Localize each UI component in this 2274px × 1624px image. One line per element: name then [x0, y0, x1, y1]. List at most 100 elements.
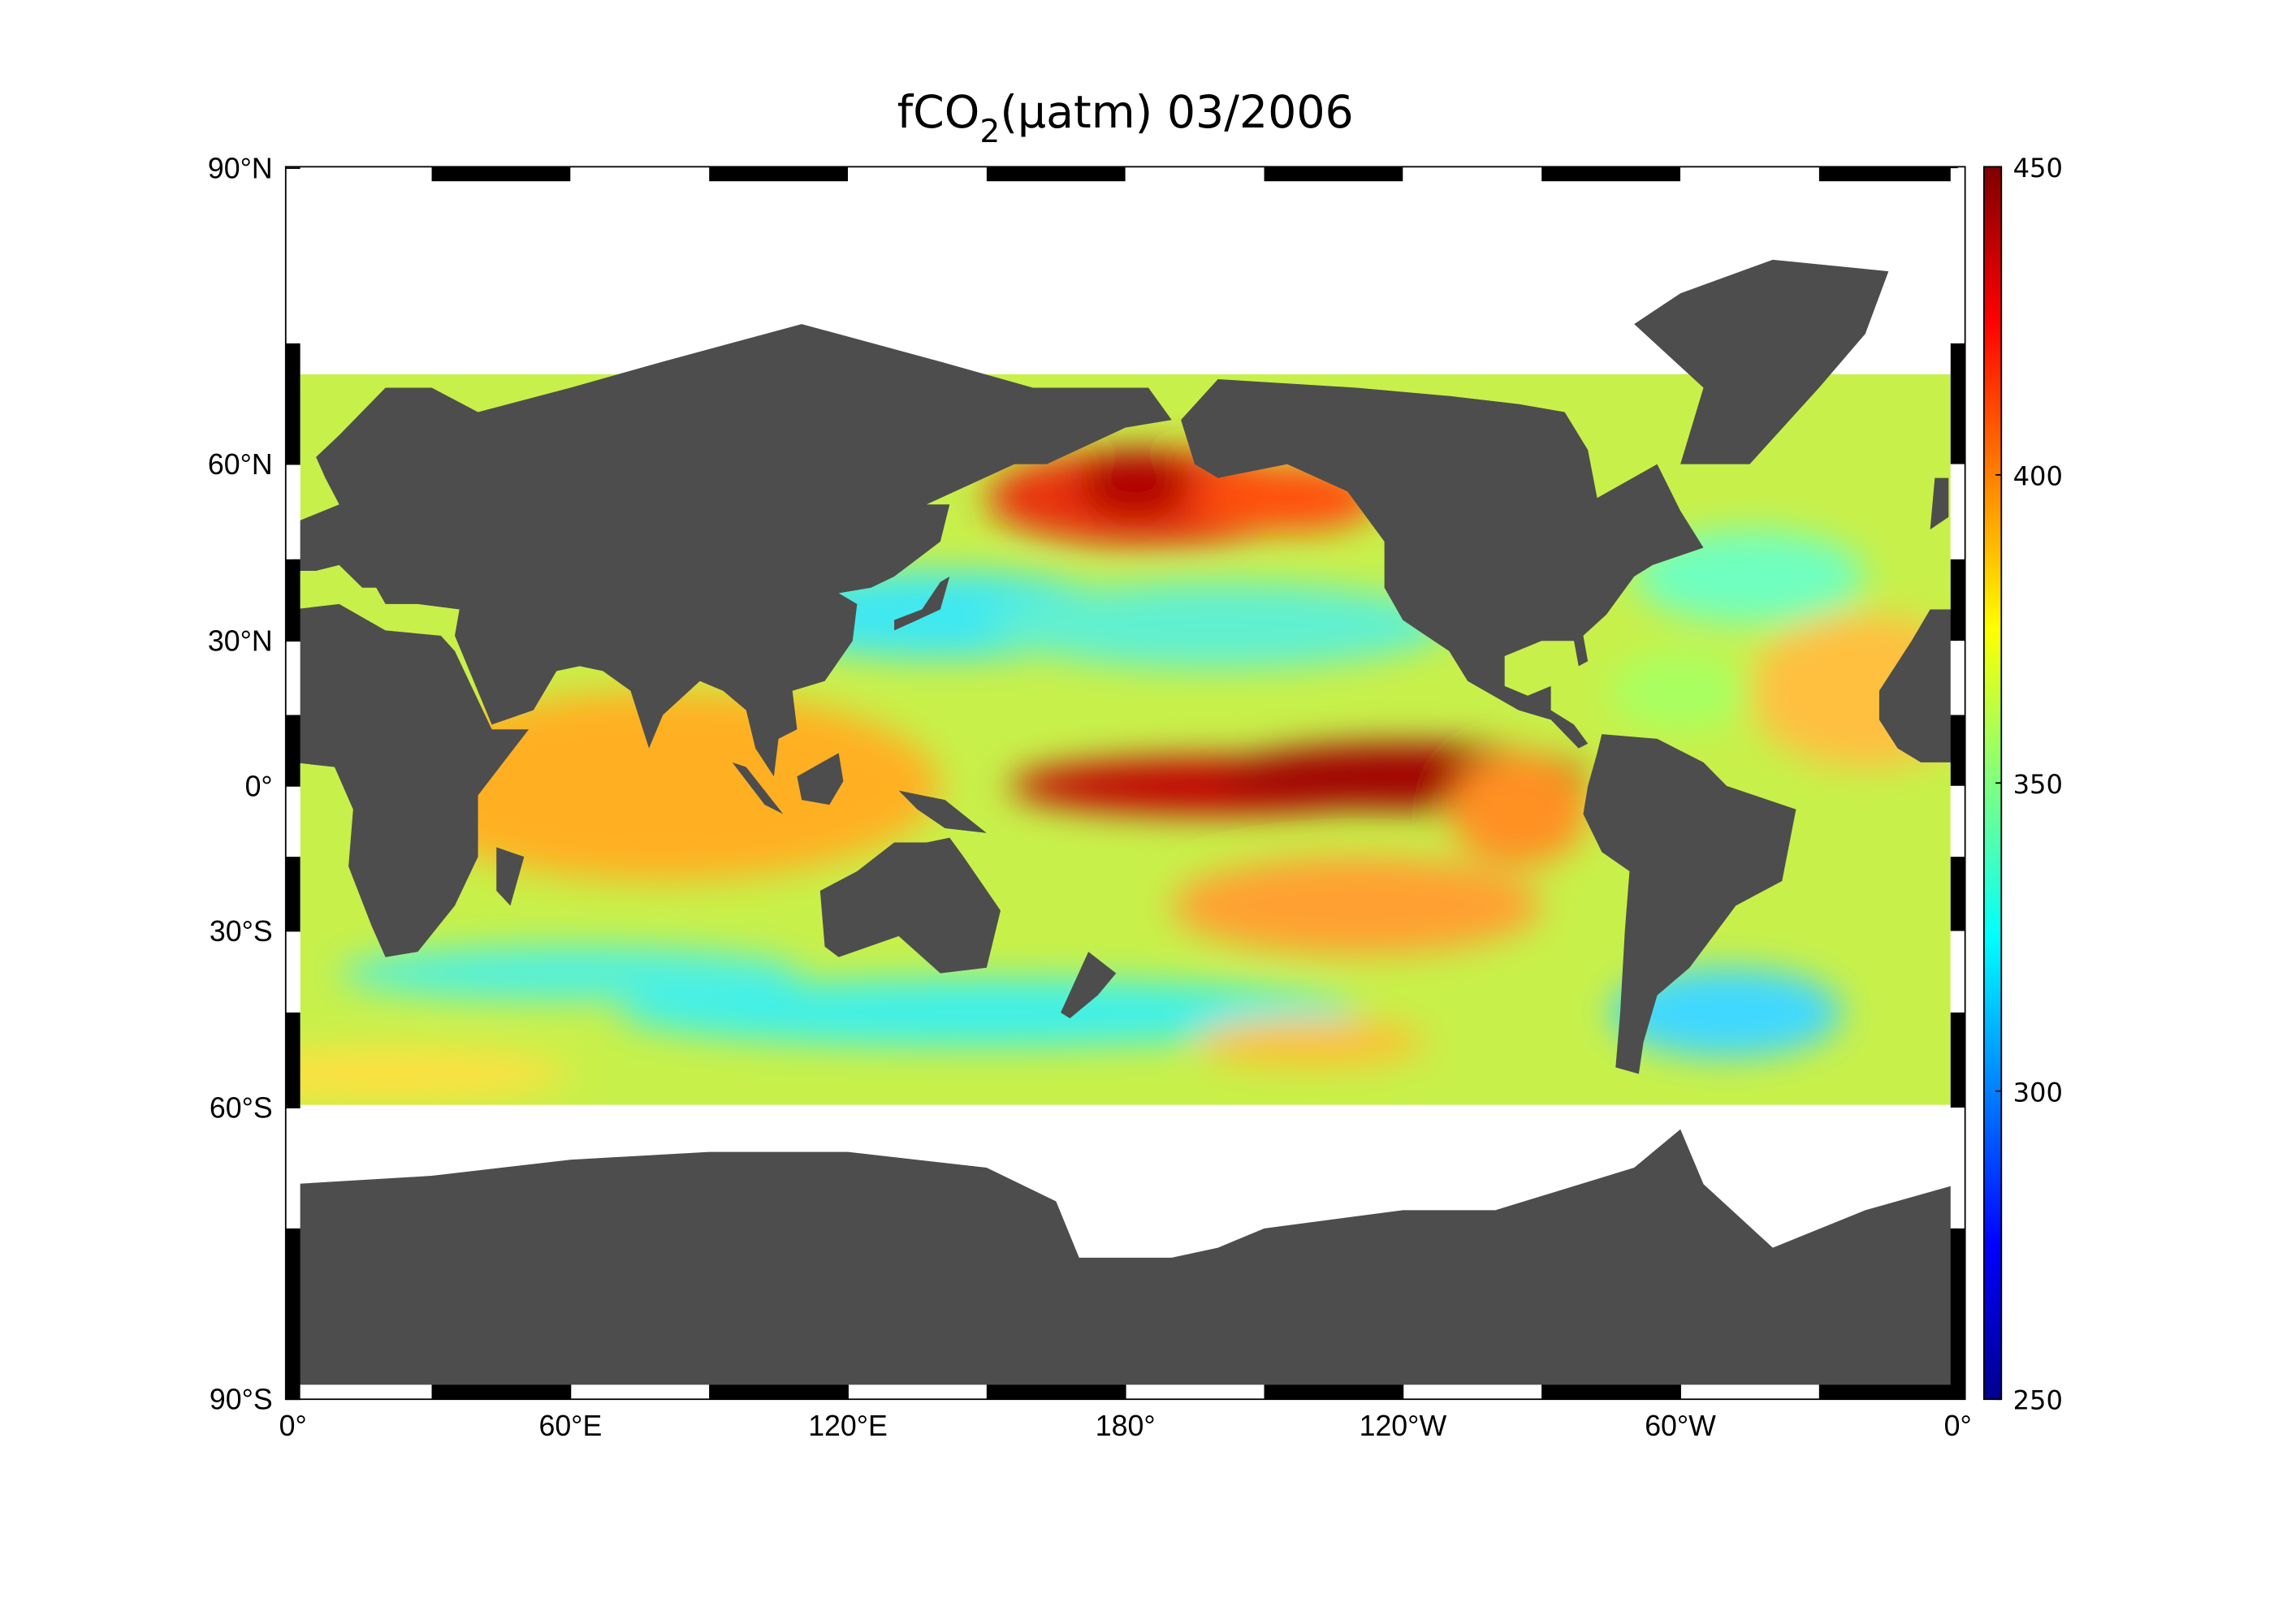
- frame-segment: [1950, 641, 1965, 715]
- frame-segment: [1950, 857, 1965, 931]
- frame-segment: [570, 166, 710, 182]
- field-blobs: [300, 450, 1951, 1099]
- frame-segment: [1403, 166, 1542, 182]
- frame-segment: [1680, 1384, 1819, 1400]
- lon-label: 120°W: [1360, 1410, 1447, 1442]
- frame-segment: [848, 166, 987, 182]
- frame-segment: [285, 1108, 300, 1229]
- land: [292, 259, 1958, 1400]
- frame-segment: [570, 1384, 710, 1400]
- frame-segment: [1950, 168, 1965, 343]
- frame-segment: [285, 641, 300, 715]
- landmass: [292, 603, 530, 957]
- frame-segment: [986, 1384, 1126, 1400]
- frame-segment: [285, 168, 300, 343]
- lat-label: 60°N: [208, 448, 273, 481]
- frame-segment: [285, 785, 300, 857]
- frame-segment: [1950, 343, 1965, 464]
- field-blob: [1449, 753, 1589, 866]
- title-rest: (µatm) 03/2006: [1000, 87, 1353, 139]
- frame-segment: [285, 559, 300, 641]
- field-blob: [385, 690, 940, 881]
- frame-segment: [431, 166, 571, 182]
- frame-segment: [1541, 1384, 1681, 1400]
- frame-segment: [1950, 464, 1965, 559]
- field-blob: [1171, 857, 1542, 955]
- landmass: [898, 790, 987, 833]
- frame-segment: [1950, 559, 1965, 641]
- frame-segment: [1818, 1384, 1958, 1400]
- frame-segment: [431, 1384, 571, 1400]
- fco2-field: [300, 374, 1951, 1105]
- lon-label: 120°E: [808, 1410, 888, 1442]
- landmass: [797, 753, 844, 806]
- frame-segment: [285, 931, 300, 1013]
- frame-segment: [1264, 166, 1403, 182]
- landmass: [894, 577, 950, 631]
- field-blob: [986, 581, 1450, 669]
- frame-segment: [1950, 1228, 1965, 1400]
- landmass: [819, 837, 1001, 974]
- frame-segment: [285, 715, 300, 786]
- frame-segment: [1950, 1012, 1965, 1108]
- frame-segment: [1125, 1384, 1265, 1400]
- frame-segment: [986, 166, 1126, 182]
- field-blob: [1634, 529, 1865, 624]
- frame-segment: [285, 343, 300, 464]
- landmass: [496, 847, 525, 906]
- frame-segment: [285, 464, 300, 559]
- landmass: [1634, 259, 1889, 464]
- field-blob: [1610, 967, 1843, 1057]
- lat-label: 30°S: [210, 915, 273, 948]
- field-blob: [616, 978, 1357, 1047]
- landmass: [732, 762, 784, 814]
- frame-segment: [1950, 931, 1965, 1013]
- frame-segment: [1680, 166, 1819, 182]
- colorbar-label: 250: [2013, 1385, 2063, 1416]
- frame-segment: [1818, 166, 1958, 182]
- title-main: fCO: [897, 87, 980, 139]
- frame-segment: [709, 166, 849, 182]
- landmass: [1930, 477, 1949, 530]
- frame-segment: [292, 1384, 432, 1400]
- frame-segment: [848, 1384, 987, 1400]
- landmass: [292, 324, 1172, 777]
- lon-label: 0°: [1944, 1410, 1972, 1442]
- frame-segment: [1950, 715, 1965, 786]
- field-blob: [339, 946, 802, 1000]
- frame-segment: [1125, 166, 1265, 182]
- lon-label: 60°E: [538, 1410, 602, 1442]
- colorbar-label: 450: [2013, 153, 2063, 184]
- frame-segment: [285, 1228, 300, 1400]
- field-blob: [1195, 1018, 1426, 1067]
- frame-segment: [1541, 166, 1681, 182]
- landmass: [1061, 952, 1117, 1019]
- lat-label: 30°N: [208, 625, 273, 658]
- landmass: [292, 1129, 1958, 1400]
- field-blob: [300, 1048, 571, 1099]
- frame-segment: [292, 166, 432, 182]
- frame-segment: [285, 857, 300, 931]
- title-subscript: 2: [979, 114, 1000, 150]
- frame-segment: [1950, 1108, 1965, 1229]
- landmass: [1878, 609, 1958, 762]
- colorbar-label: 350: [2013, 769, 2063, 800]
- map-frame: [284, 166, 1966, 1401]
- frame-segment: [1403, 1384, 1542, 1400]
- lat-label: 90°N: [208, 153, 273, 185]
- frame-segment: [709, 1384, 849, 1400]
- lat-label: 90°S: [210, 1384, 273, 1416]
- lon-label: 180°: [1096, 1410, 1156, 1442]
- title: fCO2(µatm) 03/2006: [897, 87, 1354, 150]
- lat-label: 60°S: [210, 1092, 273, 1125]
- axis-labels: 90°N60°N30°N0°30°S60°S90°S0° 60°E 120°E 180…: [208, 153, 1972, 1442]
- colorbar-label: 400: [2013, 460, 2063, 491]
- frame-segment: [285, 1012, 300, 1108]
- landmass: [1181, 378, 1704, 749]
- field-blob: [1610, 650, 1750, 731]
- frame-segment: [1264, 1384, 1403, 1400]
- lon-label: 0°: [279, 1410, 307, 1442]
- field-blob: [1079, 450, 1191, 520]
- frame-segment: [1950, 785, 1965, 857]
